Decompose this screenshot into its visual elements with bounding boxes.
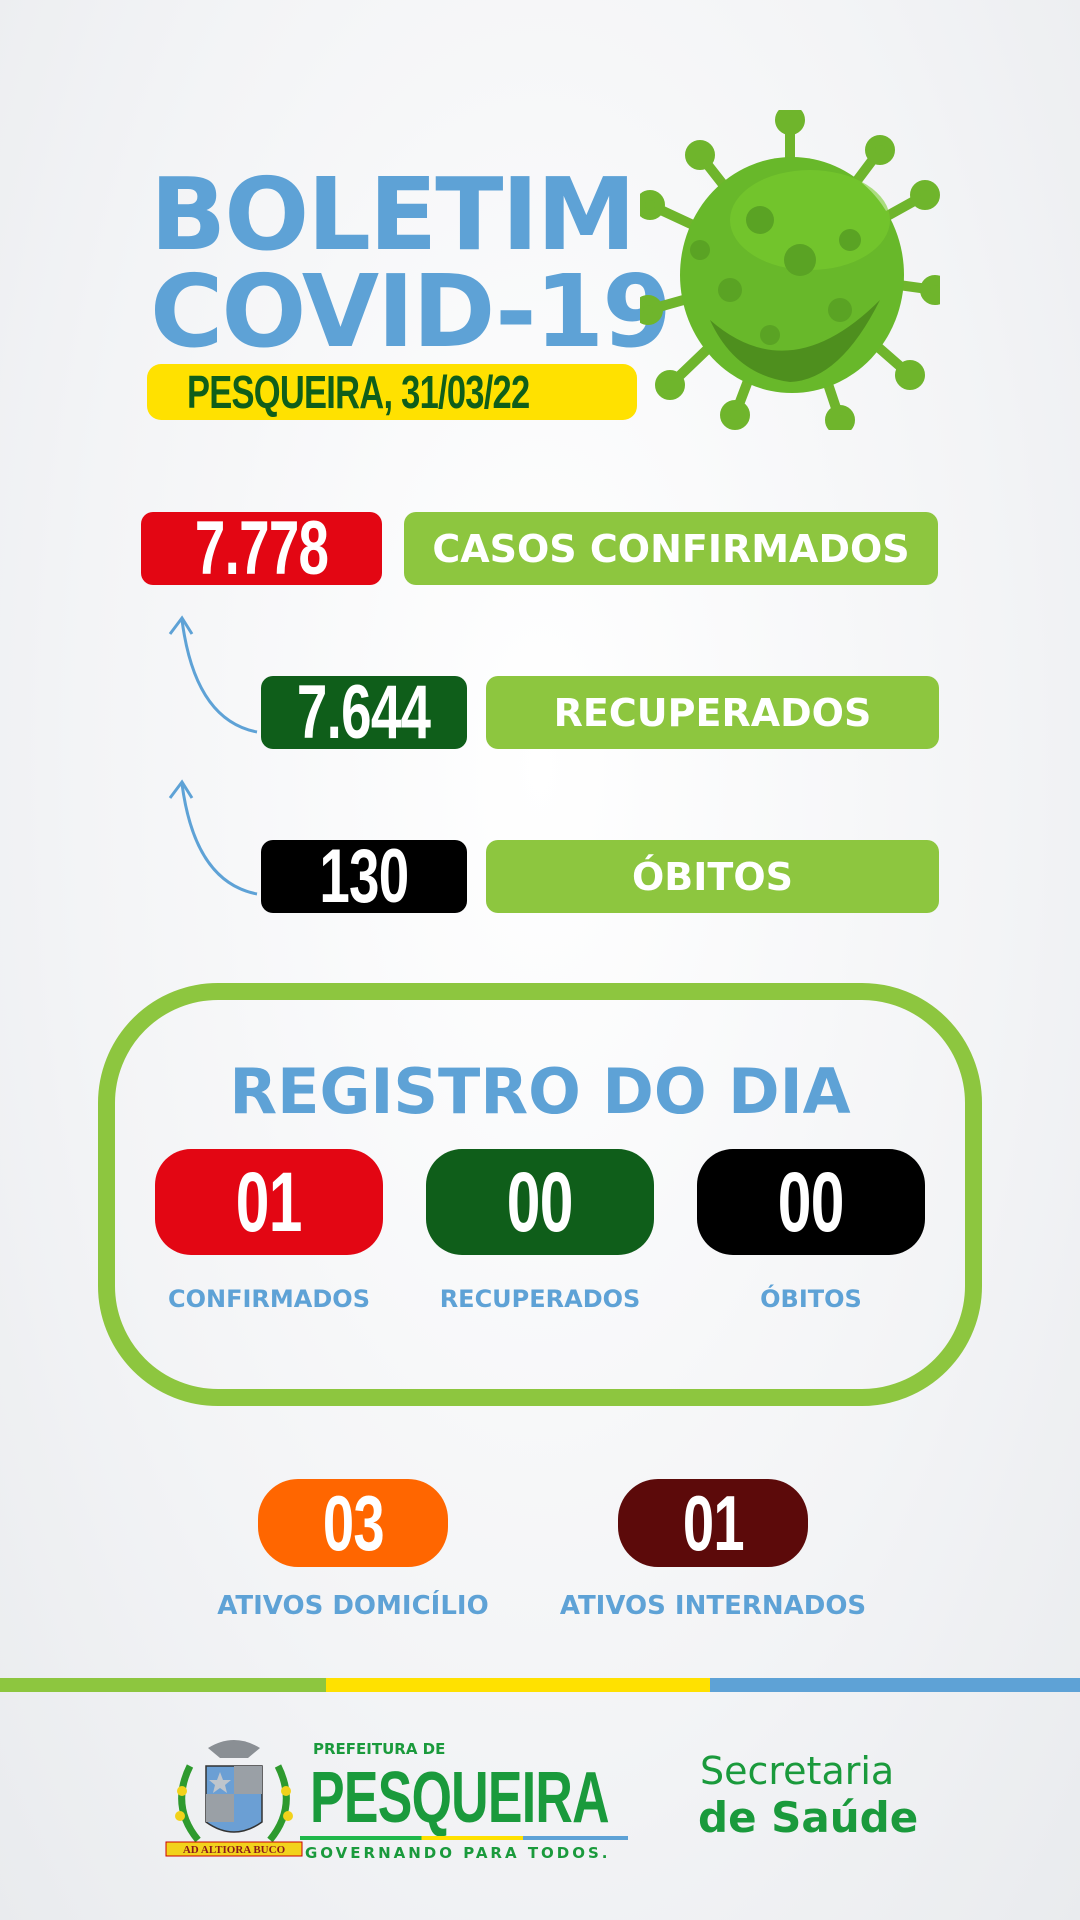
footer-tricolor-line bbox=[300, 1836, 628, 1840]
location-date: PESQUEIRA, 31/03/22 bbox=[187, 366, 530, 418]
daily-deaths-value: 00 bbox=[778, 1155, 845, 1249]
daily-confirmed-value: 01 bbox=[236, 1155, 303, 1249]
active-hospital-value: 01 bbox=[682, 1479, 744, 1567]
daily-deaths-box: 00 bbox=[697, 1149, 925, 1255]
active-hospital-box: 01 bbox=[618, 1479, 808, 1567]
daily-recovered-value: 00 bbox=[507, 1155, 574, 1249]
crest-motto: AD ALTIORA BUCO bbox=[183, 1844, 286, 1856]
daily-recovered-box: 00 bbox=[426, 1149, 654, 1255]
daily-confirmed-box: 01 bbox=[155, 1149, 383, 1255]
active-home-label: ATIVOS DOMICÍLIO bbox=[217, 1591, 489, 1621]
footer-city-wrap: PESQUEIRA bbox=[310, 1762, 630, 1834]
location-date-badge: PESQUEIRA, 31/03/22 bbox=[147, 364, 637, 420]
title-covid: COVID-19 bbox=[150, 253, 672, 370]
daily-title: REGISTRO DO DIA bbox=[229, 1055, 851, 1128]
total-recovered-value-box: 7.644 bbox=[261, 669, 467, 755]
footer-secretaria: Secretaria bbox=[700, 1749, 895, 1793]
footer-city: PESQUEIRA bbox=[310, 1758, 610, 1838]
total-deaths-label: ÓBITOS bbox=[632, 854, 793, 899]
daily-registry-panel bbox=[98, 983, 982, 1406]
virus-icon bbox=[640, 110, 940, 430]
total-confirmed-value-box: 7.778 bbox=[141, 505, 382, 591]
title-boletim: BOLETIM bbox=[150, 156, 636, 273]
total-recovered-label-box: RECUPERADOS bbox=[486, 676, 939, 749]
footer-prefeitura-de: PREFEITURA DE bbox=[313, 1740, 446, 1758]
daily-confirmed-label: CONFIRMADOS bbox=[168, 1285, 370, 1313]
footer-slogan: GOVERNANDO PARA TODOS. bbox=[305, 1844, 611, 1862]
total-deaths-value-box: 130 bbox=[261, 833, 467, 919]
stripe-blue bbox=[710, 1678, 1080, 1692]
daily-deaths-label: ÓBITOS bbox=[760, 1285, 862, 1313]
total-recovered-value: 7.644 bbox=[297, 669, 431, 755]
stripe-green bbox=[0, 1678, 326, 1692]
city-crest-logo: AD ALTIORA BUCO bbox=[165, 1740, 303, 1857]
daily-recovered-label: RECUPERADOS bbox=[439, 1285, 641, 1313]
total-confirmed-value: 7.778 bbox=[194, 505, 329, 591]
total-deaths-value: 130 bbox=[319, 833, 409, 919]
active-home-value: 03 bbox=[322, 1479, 384, 1567]
total-recovered-label: RECUPERADOS bbox=[553, 690, 872, 735]
active-home-box: 03 bbox=[258, 1479, 448, 1567]
footer-saude: de Saúde bbox=[698, 1793, 919, 1842]
total-deaths-label-box: ÓBITOS bbox=[486, 840, 939, 913]
total-confirmed-label-box: CASOS CONFIRMADOS bbox=[404, 512, 938, 585]
stripe-yellow bbox=[326, 1678, 710, 1692]
total-confirmed-label: CASOS CONFIRMADOS bbox=[432, 526, 910, 571]
active-hospital-label: ATIVOS INTERNADOS bbox=[559, 1591, 867, 1621]
arrows-icon bbox=[168, 615, 258, 896]
